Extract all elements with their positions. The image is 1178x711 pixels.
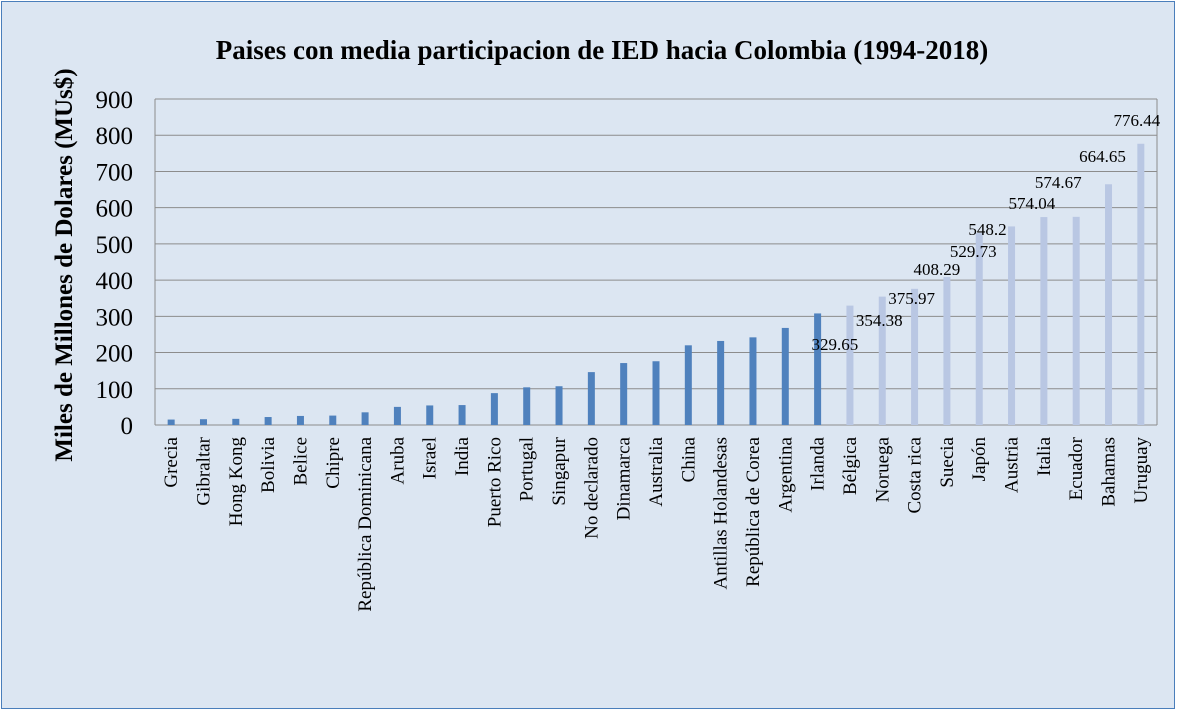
x-tick-label: India	[452, 436, 473, 476]
bar	[329, 415, 337, 425]
x-tick-label: Israel	[420, 437, 441, 479]
x-tick-label: Antillas Holandesas	[711, 437, 732, 590]
bar	[749, 337, 757, 425]
bar	[911, 288, 919, 425]
bar	[684, 345, 692, 425]
bar	[1105, 184, 1113, 425]
bar	[975, 233, 983, 425]
bar	[1040, 217, 1048, 425]
x-tick-label: Puerto Rico	[484, 437, 505, 527]
bar	[555, 386, 563, 425]
y-tick-label: 100	[96, 377, 134, 404]
x-axis-ticks: Grecia Gibraltar Hong Kong Bolivia Belice Chi…	[161, 436, 1152, 611]
x-tick-label: Italia	[1034, 436, 1055, 476]
data-label: 408.29	[914, 260, 961, 279]
x-tick-label: No declarado	[581, 437, 602, 539]
x-tick-label: Dinamarca	[614, 436, 635, 520]
bar	[878, 296, 886, 425]
bar	[1137, 143, 1145, 426]
bar	[781, 327, 789, 425]
x-tick-label: Bolivia	[258, 436, 279, 493]
bar	[264, 417, 272, 425]
x-tick-label: Australia	[646, 436, 667, 506]
x-tick-label: Costa rica	[905, 436, 926, 513]
data-label: 375.97	[888, 289, 935, 308]
bar	[199, 419, 207, 425]
data-label: 664.65	[1079, 147, 1126, 166]
x-tick-label: Argentina	[775, 436, 796, 512]
x-tick-label: Portugal	[517, 437, 538, 501]
bar	[814, 313, 822, 425]
x-tick-label: Bélgica	[840, 436, 861, 495]
y-tick-label: 300	[96, 304, 134, 331]
gridlines	[154, 98, 1158, 426]
bar	[167, 419, 175, 425]
bar	[458, 405, 466, 425]
data-label: 529.73	[950, 242, 997, 261]
x-tick-label: República Dominicana	[355, 436, 376, 611]
x-tick-label: China	[678, 436, 699, 482]
data-label: 574.04	[1008, 194, 1055, 213]
x-tick-label: Aruba	[387, 436, 408, 484]
y-axis-ticks: 0 100 200 300 400 500 600 700 800 900	[96, 87, 134, 440]
data-label: 354.38	[856, 311, 903, 330]
bar	[620, 363, 628, 425]
y-tick-label: 900	[96, 87, 134, 114]
x-tick-label: Ecuador	[1066, 436, 1087, 500]
x-tick-label: Japón	[969, 437, 990, 482]
bar	[361, 412, 369, 425]
x-tick-label: Singapur	[549, 436, 570, 505]
x-tick-label: Belice	[290, 437, 311, 486]
x-tick-label: Noruega	[872, 436, 893, 502]
bar	[490, 393, 498, 425]
x-tick-label: Irlanda	[808, 436, 829, 490]
data-label: 574.67	[1035, 173, 1082, 192]
chart-title: Paises con media participacion de IED ha…	[216, 35, 988, 65]
x-tick-label: Austria	[1002, 436, 1023, 493]
y-tick-label: 0	[121, 413, 134, 440]
bar	[393, 406, 401, 425]
bar	[717, 340, 725, 425]
x-tick-label: Suecia	[937, 436, 958, 487]
y-tick-label: 500	[96, 232, 134, 259]
bars	[167, 143, 1145, 426]
bar	[1072, 216, 1080, 425]
x-tick-label: Bahamas	[1099, 437, 1120, 507]
x-tick-label: Chipre	[323, 437, 344, 489]
x-tick-label: Gibraltar	[193, 436, 214, 505]
bar	[232, 418, 240, 425]
bar	[1008, 226, 1016, 425]
data-label: 548.2	[968, 220, 1006, 239]
y-axis-label: Miles de Millones de Dolares (MUs$)	[51, 68, 78, 461]
x-tick-label: Uruguay	[1131, 437, 1152, 504]
bar	[943, 277, 951, 425]
data-label: 776.44	[1113, 111, 1160, 130]
bar	[587, 372, 595, 425]
x-tick-label: Hong Kong	[226, 437, 247, 527]
x-tick-label: República de Corea	[743, 436, 764, 586]
data-label: 329.65	[812, 335, 859, 354]
y-tick-label: 800	[96, 123, 134, 150]
bar	[846, 305, 854, 425]
y-tick-label: 200	[96, 341, 134, 368]
y-tick-label: 700	[96, 159, 134, 186]
x-tick-label: Grecia	[161, 436, 182, 487]
bar	[652, 361, 660, 425]
y-tick-label: 600	[96, 196, 134, 223]
bar	[426, 405, 434, 425]
y-tick-label: 400	[96, 268, 134, 295]
bar	[523, 387, 531, 425]
bar	[296, 415, 304, 425]
